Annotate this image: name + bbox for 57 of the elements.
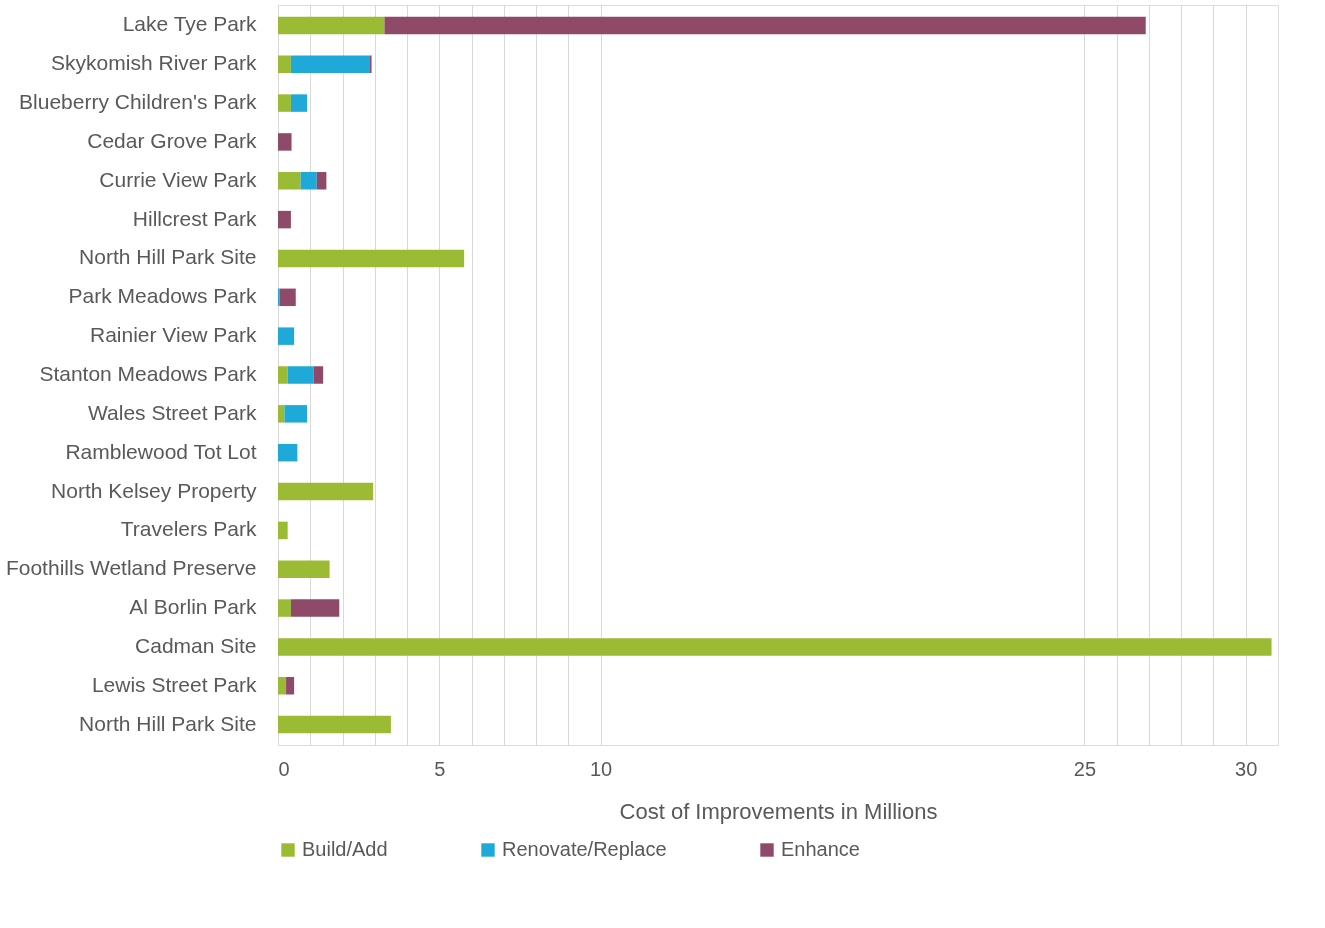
bar — [278, 677, 287, 695]
bar — [286, 677, 295, 695]
y-tick-label: Park Meadows Park — [68, 284, 257, 308]
y-tick-label: Foothills Wetland Preserve — [5, 556, 257, 580]
x-tick-label: 25 — [1073, 757, 1097, 780]
bar — [290, 599, 340, 617]
bar — [278, 327, 295, 345]
y-tick-label: Wales Street Park — [88, 400, 257, 424]
bar — [316, 172, 327, 190]
y-tick-label: North Hill Park Site — [79, 245, 257, 269]
bar — [278, 521, 288, 540]
bar — [290, 55, 370, 73]
y-tick-label: Travelers Park — [120, 517, 257, 541]
x-tick-label: 0 — [278, 757, 290, 780]
bar — [278, 16, 385, 35]
x-tick-label: 30 — [1235, 757, 1258, 780]
bar — [278, 443, 298, 462]
bar — [278, 405, 285, 423]
y-tick-label: Blueberry Children's Park — [19, 90, 257, 114]
bar — [278, 599, 291, 617]
bar — [278, 94, 291, 112]
legend-label: Enhance — [781, 838, 860, 860]
x-axis-title: Cost of Improvements in Millions — [619, 798, 938, 824]
legend-label: Renovate/Replace — [502, 838, 667, 860]
y-tick-label: North Hill Park Site — [79, 711, 257, 735]
y-tick-label: Lewis Street Park — [91, 672, 257, 696]
y-tick-label: Ramblewood Tot Lot — [65, 439, 257, 463]
x-tick-label: 5 — [434, 757, 446, 780]
legend-label: Build/Add — [302, 838, 388, 860]
bar — [290, 94, 308, 112]
y-tick-label: Currie View Park — [99, 167, 257, 191]
bar — [284, 405, 308, 423]
bar — [278, 560, 330, 578]
bar — [279, 288, 296, 307]
bar — [278, 133, 292, 151]
bar — [278, 366, 288, 384]
bar — [278, 249, 465, 268]
y-tick-label: Cedar Grove Park — [87, 128, 257, 152]
bar — [278, 55, 291, 73]
y-tick-label: Rainier View Park — [89, 323, 257, 347]
bar — [278, 482, 374, 501]
bar — [278, 172, 301, 190]
bar — [278, 638, 1272, 656]
y-tick-label: Stanton Meadows Park — [39, 362, 257, 385]
bar — [278, 210, 291, 229]
bar — [278, 715, 391, 734]
bar — [300, 172, 317, 190]
bar — [287, 366, 314, 384]
y-tick-label: Lake Tye Park — [122, 12, 257, 36]
x-tick-label: 10 — [589, 757, 613, 780]
bar — [384, 16, 1146, 35]
y-tick-label: Hillcrest Park — [132, 206, 257, 230]
y-tick-label: Cadman Site — [135, 633, 257, 657]
y-tick-label: North Kelsey Property — [51, 478, 257, 502]
y-tick-label: Skykomish River Park — [51, 51, 257, 75]
bar — [313, 366, 324, 384]
y-tick-label: Al Borlin Park — [129, 595, 257, 619]
